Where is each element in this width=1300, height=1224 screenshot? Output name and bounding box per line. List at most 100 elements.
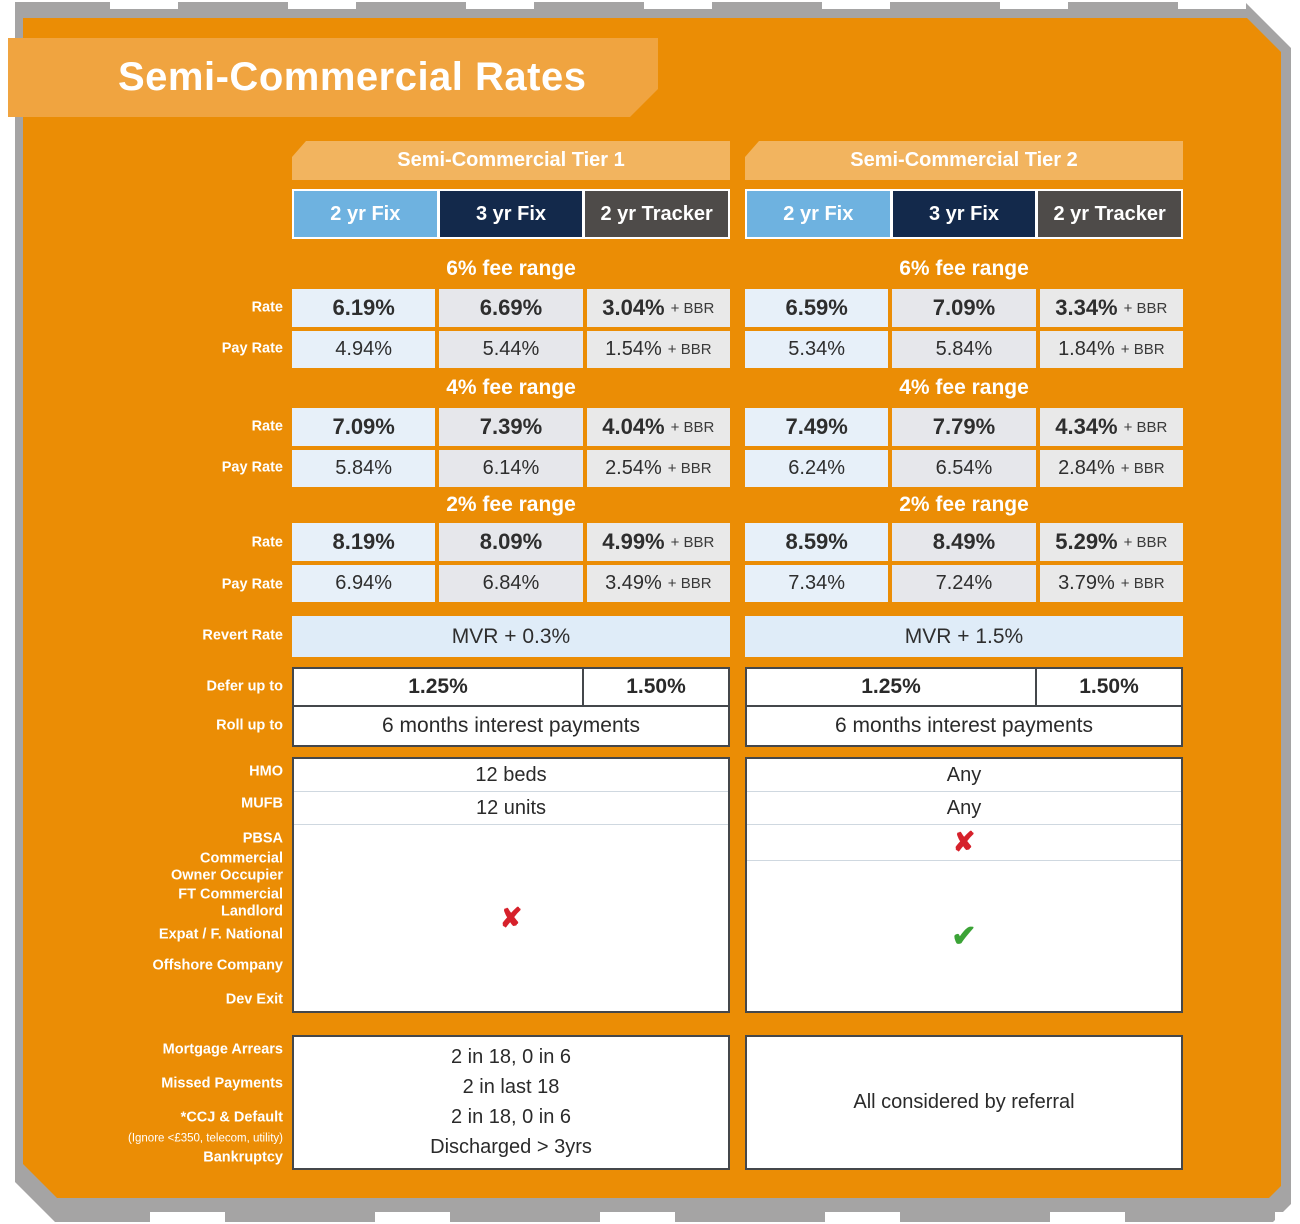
tier2-4pct-pay-3yrfix: 6.54% xyxy=(892,450,1036,487)
row-label-pay-rate-2pct: Pay Rate xyxy=(221,576,283,593)
row-label-roll-up-to: Roll up to xyxy=(216,717,283,734)
row-label-ccj-default: *CCJ & Default xyxy=(180,1109,283,1126)
tier2-6pct-pay-tracker: 1.84% + BBR xyxy=(1039,331,1183,368)
tier1-column-headers: 2 yr Fix 3 yr Fix 2 yr Tracker xyxy=(292,189,730,239)
tier2-6pct-rate-3yrfix: 7.09% xyxy=(892,289,1036,327)
bbr-suffix: + BBR xyxy=(1120,575,1165,592)
cross-icon: ✘ xyxy=(952,827,976,857)
tier1-ccj-default-value: 2 in 18, 0 in 6 xyxy=(450,1106,572,1129)
tier1-2pct-pay-3yrfix: 6.84% xyxy=(439,565,583,602)
tier2-4pct-fee-label: 4% fee range xyxy=(899,376,1029,399)
bbr-suffix: + BBR xyxy=(670,299,715,317)
tier1-2pct-pay-2yrfix: 6.94% xyxy=(292,565,436,602)
row-label-ft-commercial-landlord: FT Commercial Landlord xyxy=(178,886,283,919)
tier1-col-2yr-tracker: 2 yr Tracker xyxy=(585,191,728,237)
bbr-suffix: + BBR xyxy=(1123,533,1168,551)
tier2-col-2yr-fix: 2 yr Fix xyxy=(747,191,890,237)
tier1-6pct-pay-3yrfix: 5.44% xyxy=(439,331,583,368)
tier1-criteria-box: 12 beds 12 units ✘ xyxy=(292,757,730,1013)
tier1-4pct-pay-2yrfix: 5.84% xyxy=(292,450,436,487)
bbr-suffix: + BBR xyxy=(1120,460,1165,477)
tier2-adverse-referral: All considered by referral xyxy=(853,1091,1075,1113)
tier1-2pct-rate-tracker: 4.99% + BBR xyxy=(586,523,730,561)
tracker-rate-value: 3.04% xyxy=(602,295,665,320)
tier2-defer-row: 1.25% 1.50% xyxy=(745,667,1183,707)
row-label-pay-rate-6pct: Pay Rate xyxy=(221,340,283,357)
row-label-ft-line1: FT Commercial xyxy=(178,886,283,903)
row-label-bankruptcy: Bankruptcy xyxy=(203,1149,283,1166)
bbr-suffix: + BBR xyxy=(670,418,715,436)
tracker-rate-value: 3.34% xyxy=(1055,295,1118,320)
tier2-6pct-pay-2yrfix: 5.34% xyxy=(745,331,889,368)
row-label-rate-6pct: Rate xyxy=(251,299,283,316)
tier2-2pct-fee-label: 2% fee range xyxy=(899,493,1029,516)
tier2-pbsa-value: ✘ xyxy=(747,825,1181,861)
tier2-4pct-rate-2yrfix: 7.49% xyxy=(745,408,889,446)
bottom-perforation xyxy=(0,1212,1300,1224)
row-label-dev-exit: Dev Exit xyxy=(225,991,283,1008)
tier1-bankruptcy-value: Discharged > 3yrs xyxy=(430,1136,592,1159)
tier1-6pct-rate-tracker: 3.04% + BBR xyxy=(586,289,730,327)
row-label-commercial-owner-occupier: Commercial Owner Occupier xyxy=(171,850,283,883)
tier1-6pct-rate-table: 6.19% 6.69% 3.04% + BBR 4.94% 5.44% 1.54%… xyxy=(292,289,730,368)
bbr-suffix: + BBR xyxy=(667,575,712,592)
tier2-revert-rate: MVR + 1.5% xyxy=(745,616,1183,657)
tier2-defer-tracker: 1.50% xyxy=(1079,675,1139,698)
row-label-ccj-note: (Ignore <£350, telecom, utility) xyxy=(127,1132,283,1145)
tier2-4pct-rate-3yrfix: 7.79% xyxy=(892,408,1036,446)
tier1-4pct-pay-3yrfix: 6.14% xyxy=(439,450,583,487)
row-label-pay-rate-4pct: Pay Rate xyxy=(221,459,283,476)
tier2-6pct-rate-2yrfix: 6.59% xyxy=(745,289,889,327)
row-label-ft-line2: Landlord xyxy=(220,903,283,919)
tier1-hmo-value: 12 beds xyxy=(294,759,728,792)
tracker-pay-value: 3.79% xyxy=(1058,572,1115,594)
tier1-4pct-rate-table: 7.09% 7.39% 4.04% + BBR 5.84% 6.14% 2.54%… xyxy=(292,408,730,487)
row-label-hmo: HMO xyxy=(249,763,283,780)
tier1-2pct-fee-label: 2% fee range xyxy=(446,493,576,516)
tracker-rate-value: 5.29% xyxy=(1055,529,1118,554)
tier2-4pct-pay-tracker: 2.84% + BBR xyxy=(1039,450,1183,487)
bbr-suffix: + BBR xyxy=(1120,341,1165,358)
tier2-2pct-rate-tracker: 5.29% + BBR xyxy=(1039,523,1183,561)
tier1-adverse-box: 2 in 18, 0 in 6 2 in last 18 2 in 18, 0 … xyxy=(292,1035,730,1170)
tier1-banner: Semi-Commercial Tier 1 xyxy=(292,141,730,180)
tier2-hmo-value: Any xyxy=(747,759,1181,792)
tier1-6pct-rate-2yrfix: 6.19% xyxy=(292,289,436,327)
tier1-section: Semi-Commercial Tier 1 2 yr Fix 3 yr Fix… xyxy=(292,0,730,1224)
tier2-2pct-rate-3yrfix: 8.49% xyxy=(892,523,1036,561)
tier2-criteria-box: Any Any ✘ ✔ xyxy=(745,757,1183,1013)
tier1-4pct-rate-tracker: 4.04% + BBR xyxy=(586,408,730,446)
tier2-mufb-value: Any xyxy=(747,792,1181,825)
tier1-6pct-rate-3yrfix: 6.69% xyxy=(439,289,583,327)
tier2-2pct-pay-2yrfix: 7.34% xyxy=(745,565,889,602)
row-label-missed-payments: Missed Payments xyxy=(161,1075,283,1092)
tier1-4pct-pay-tracker: 2.54% + BBR xyxy=(586,450,730,487)
row-label-mortgage-arrears: Mortgage Arrears xyxy=(162,1041,283,1058)
tier2-section: Semi-Commercial Tier 2 2 yr Fix 3 yr Fix… xyxy=(745,0,1183,1224)
tier1-6pct-pay-tracker: 1.54% + BBR xyxy=(586,331,730,368)
tier2-banner: Semi-Commercial Tier 2 xyxy=(745,141,1183,180)
tracker-rate-value: 4.34% xyxy=(1055,414,1118,439)
row-label-rate-2pct: Rate xyxy=(251,534,283,551)
tier2-4pct-pay-2yrfix: 6.24% xyxy=(745,450,889,487)
tier1-mufb-value: 12 units xyxy=(294,792,728,825)
bbr-suffix: + BBR xyxy=(667,460,712,477)
row-label-pbsa: PBSA xyxy=(242,830,283,847)
tier1-defer-row: 1.25% 1.50% xyxy=(292,667,730,707)
tier2-6pct-fee-label: 6% fee range xyxy=(899,257,1029,280)
bbr-suffix: + BBR xyxy=(667,341,712,358)
tracker-pay-value: 2.84% xyxy=(1058,457,1115,479)
tier2-adverse-box: All considered by referral xyxy=(745,1035,1183,1170)
row-label-defer-up-to: Defer up to xyxy=(206,678,283,695)
tier1-defer-tracker: 1.50% xyxy=(626,675,686,698)
tier1-col-3yr-fix: 3 yr Fix xyxy=(439,191,583,237)
tier1-roll-row: 6 months interest payments xyxy=(292,705,730,747)
row-label-offshore: Offshore Company xyxy=(152,957,283,974)
tier1-missed-payments-value: 2 in last 18 xyxy=(462,1075,560,1098)
bbr-suffix: + BBR xyxy=(1123,418,1168,436)
tier1-4pct-fee-label: 4% fee range xyxy=(446,376,576,399)
tracker-pay-value: 1.54% xyxy=(605,338,662,360)
tier1-mortgage-arrears-value: 2 in 18, 0 in 6 xyxy=(450,1045,572,1068)
tier2-2pct-rate-table: 8.59% 8.49% 5.29% + BBR 7.34% 7.24% 3.79%… xyxy=(745,523,1183,602)
